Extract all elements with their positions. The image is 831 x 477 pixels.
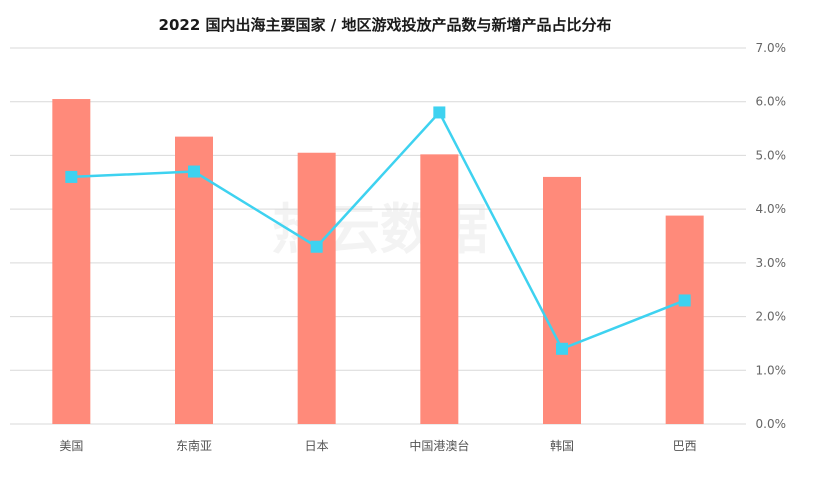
y-tick-label: 7.0% <box>756 41 787 55</box>
y-tick-label: 3.0% <box>756 256 787 270</box>
line-marker <box>433 106 446 119</box>
x-tick-label: 东南亚 <box>176 438 212 453</box>
y-tick-label: 0.0% <box>756 417 787 431</box>
x-tick-label: 美国 <box>59 439 83 453</box>
grid-lines <box>10 47 746 425</box>
x-tick-label: 中国港澳台 <box>409 438 469 453</box>
bar <box>420 154 459 424</box>
y-axis-right-labels: 0.0% 1.0% 2.0% 3.0% 4.0% 5.0% 6.0% 7.0% <box>756 41 787 431</box>
line-series <box>65 106 691 355</box>
y-tick-label: 5.0% <box>756 148 787 162</box>
bar <box>297 152 336 424</box>
bar <box>175 136 213 424</box>
line-marker <box>310 240 323 253</box>
line-marker <box>678 294 691 307</box>
bar-series <box>52 99 704 425</box>
x-tick-label: 日本 <box>305 439 329 453</box>
line-marker <box>556 342 568 355</box>
bar <box>52 99 91 425</box>
x-tick-label: 巴西 <box>673 439 697 453</box>
chart-title: 2022 国内出海主要国家 / 地区游戏投放产品数与新增产品占比分布 <box>158 16 612 34</box>
y-tick-label: 1.0% <box>756 363 787 377</box>
y-tick-label: 6.0% <box>756 95 787 109</box>
x-tick-label: 韩国 <box>550 438 574 453</box>
line-marker <box>188 165 200 178</box>
bar <box>543 176 581 424</box>
x-axis-labels: 美国 东南亚 日本 中国港澳台 韩国 巴西 <box>59 438 696 453</box>
line-marker <box>65 170 78 183</box>
y-tick-label: 2.0% <box>756 310 787 324</box>
y-tick-label: 4.0% <box>756 202 787 216</box>
bar <box>665 215 704 424</box>
line-path <box>71 110 686 351</box>
